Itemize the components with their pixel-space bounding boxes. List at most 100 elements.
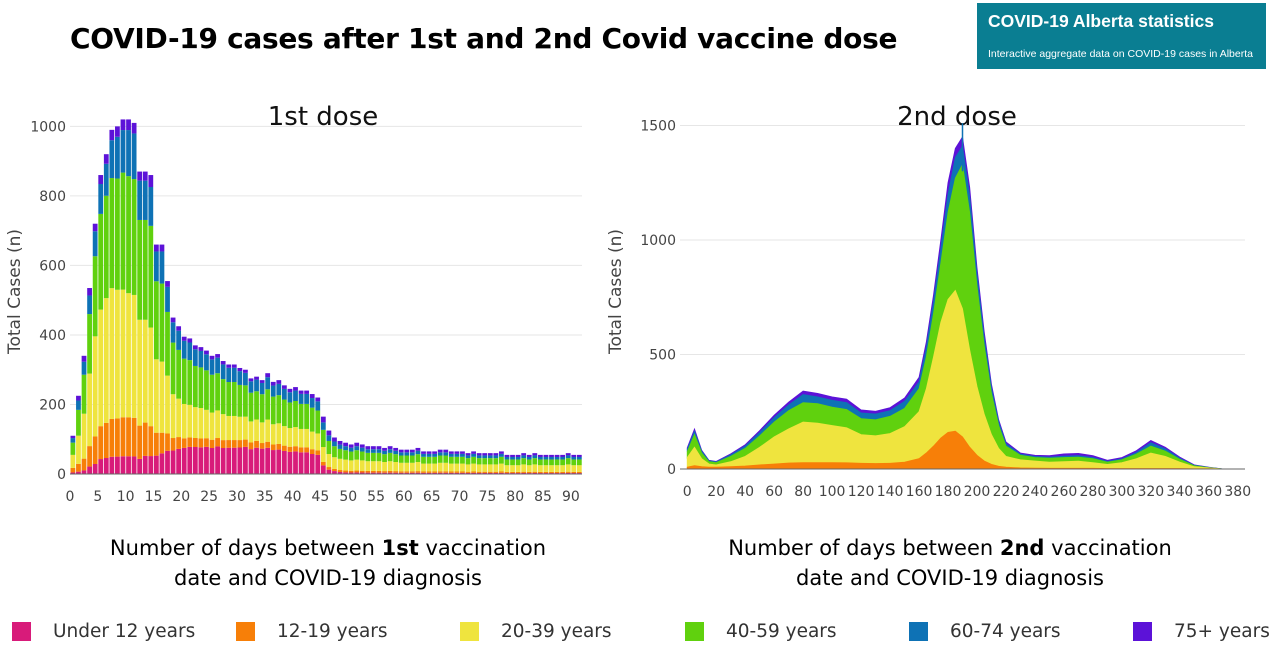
bar-segment[interactable] — [571, 456, 577, 460]
bar-segment[interactable] — [231, 382, 237, 416]
bar-segment[interactable] — [103, 458, 109, 474]
bar-segment[interactable] — [515, 465, 521, 472]
bar-segment[interactable] — [209, 374, 215, 413]
bar-segment[interactable] — [126, 176, 131, 294]
bar-segment[interactable] — [443, 472, 449, 474]
bar-segment[interactable] — [120, 289, 126, 418]
bar-segment[interactable] — [499, 472, 504, 474]
bar-segment[interactable] — [70, 438, 76, 443]
bar-segment[interactable] — [521, 453, 527, 456]
bar-segment[interactable] — [454, 453, 460, 457]
bar-segment[interactable] — [287, 451, 293, 474]
bar-segment[interactable] — [243, 446, 248, 474]
bar-segment[interactable] — [448, 472, 454, 474]
bar-segment[interactable] — [98, 184, 104, 214]
bar-segment[interactable] — [103, 195, 109, 299]
bar-segment[interactable] — [153, 244, 159, 252]
bar-segment[interactable] — [332, 468, 337, 472]
bar-segment[interactable] — [437, 449, 443, 453]
bar-segment[interactable] — [215, 357, 220, 374]
bar-segment[interactable] — [153, 432, 159, 456]
bar-segment[interactable] — [371, 452, 376, 462]
bar-segment[interactable] — [499, 451, 504, 454]
bar-segment[interactable] — [109, 129, 115, 141]
bar-segment[interactable] — [187, 342, 193, 361]
bar-segment[interactable] — [103, 422, 109, 459]
bar-segment[interactable] — [181, 438, 187, 448]
bar-segment[interactable] — [387, 470, 393, 473]
bar-segment[interactable] — [315, 450, 321, 455]
bar-segment[interactable] — [137, 425, 143, 459]
bar-segment[interactable] — [304, 447, 310, 453]
bar-segment[interactable] — [298, 447, 304, 453]
bar-segment[interactable] — [521, 472, 527, 474]
bar-segment[interactable] — [409, 455, 415, 463]
bar-segment[interactable] — [432, 472, 438, 474]
bar-segment[interactable] — [226, 415, 232, 441]
bar-segment[interactable] — [120, 456, 126, 474]
bar-segment[interactable] — [153, 455, 159, 474]
bar-segment[interactable] — [304, 403, 310, 429]
bar-segment[interactable] — [215, 438, 220, 447]
bar-segment[interactable] — [354, 450, 360, 460]
legend-item-75-plus[interactable]: 75+ years — [1133, 616, 1270, 646]
bar-segment[interactable] — [248, 378, 254, 382]
bar-segment[interactable] — [471, 451, 476, 454]
bar-segment[interactable] — [192, 349, 198, 366]
bar-segment[interactable] — [248, 421, 254, 443]
bar-segment[interactable] — [371, 461, 376, 471]
bar-segment[interactable] — [510, 465, 515, 472]
bar-segment[interactable] — [465, 455, 471, 459]
bar-segment[interactable] — [220, 414, 226, 441]
bar-segment[interactable] — [526, 465, 532, 472]
bar-segment[interactable] — [98, 309, 104, 427]
bar-segment[interactable] — [198, 438, 204, 448]
legend-item-40-59[interactable]: 40-59 years — [685, 616, 837, 646]
bar-segment[interactable] — [215, 410, 220, 439]
bar-segment[interactable] — [326, 440, 332, 455]
bar-segment[interactable] — [543, 454, 549, 457]
bar-segment[interactable] — [571, 471, 577, 474]
bar-segment[interactable] — [209, 412, 215, 440]
bar-segment[interactable] — [476, 455, 482, 459]
bar-segment[interactable] — [76, 409, 81, 436]
bar-segment[interactable] — [415, 450, 421, 455]
bar-segment[interactable] — [215, 446, 220, 474]
bar-segment[interactable] — [209, 439, 215, 448]
bar-segment[interactable] — [159, 251, 165, 284]
bar-segment[interactable] — [465, 458, 471, 465]
bar-segment[interactable] — [526, 471, 532, 474]
bar-segment[interactable] — [176, 326, 182, 331]
bar-segment[interactable] — [337, 448, 343, 459]
bar-segment[interactable] — [320, 447, 326, 462]
bar-segment[interactable] — [192, 345, 198, 350]
bar-segment[interactable] — [298, 452, 304, 474]
bar-segment[interactable] — [404, 455, 410, 463]
bar-segment[interactable] — [109, 418, 115, 457]
bar-segment[interactable] — [309, 394, 315, 399]
bar-segment[interactable] — [348, 470, 354, 473]
bar-segment[interactable] — [465, 453, 471, 456]
bar-segment[interactable] — [487, 472, 493, 474]
bar-segment[interactable] — [549, 471, 554, 474]
bar-segment[interactable] — [387, 452, 393, 462]
bar-segment[interactable] — [359, 447, 365, 452]
bar-segment[interactable] — [348, 460, 354, 471]
bar-segment[interactable] — [209, 447, 215, 474]
bar-segment[interactable] — [170, 450, 176, 474]
bar-segment[interactable] — [181, 403, 187, 439]
bar-segment[interactable] — [521, 471, 527, 473]
bar-segment[interactable] — [460, 451, 465, 454]
bar-segment[interactable] — [243, 372, 248, 386]
bar-segment[interactable] — [131, 122, 137, 134]
bar-segment[interactable] — [376, 452, 382, 462]
bar-segment[interactable] — [70, 472, 76, 474]
bar-segment[interactable] — [309, 449, 315, 455]
bar-segment[interactable] — [304, 390, 310, 394]
bar-segment[interactable] — [276, 449, 282, 474]
bar-segment[interactable] — [359, 451, 365, 461]
bar-segment[interactable] — [443, 452, 449, 456]
bar-segment[interactable] — [393, 447, 399, 451]
bar-segment[interactable] — [231, 447, 237, 474]
bar-segment[interactable] — [448, 453, 454, 457]
